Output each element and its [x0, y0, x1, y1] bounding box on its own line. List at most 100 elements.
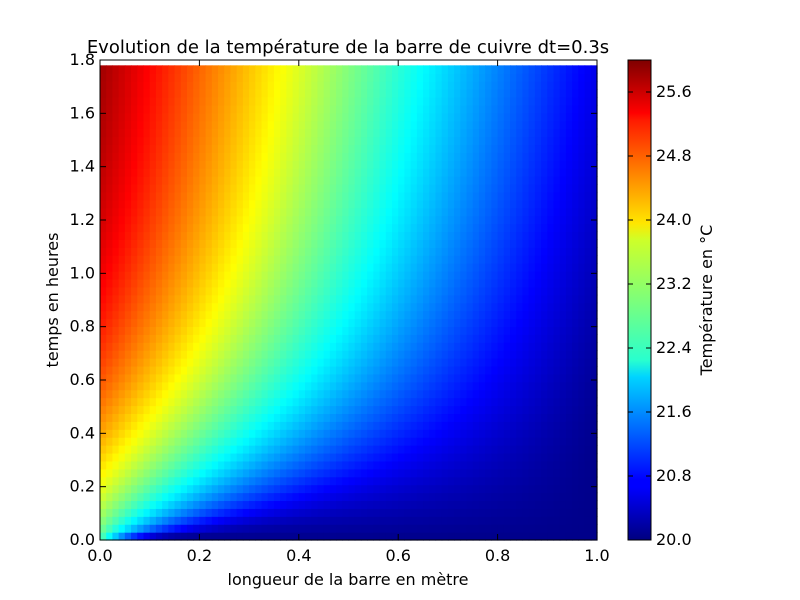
heatmap-cell	[317, 437, 325, 446]
heatmap-cell	[534, 484, 542, 494]
heatmap-cell	[404, 160, 412, 169]
heatmap-cell	[118, 231, 126, 240]
heatmap-cell	[528, 429, 536, 438]
heatmap-cell	[572, 73, 579, 82]
heatmap-cell	[429, 120, 437, 130]
heatmap-cell	[503, 191, 511, 201]
heatmap-cell	[398, 65, 406, 74]
heatmap-cell	[367, 413, 374, 422]
heatmap-cell	[112, 460, 120, 470]
heatmap-cell	[429, 476, 437, 486]
heatmap-cell	[497, 184, 505, 193]
heatmap-cell	[292, 421, 300, 430]
heatmap-cell	[354, 516, 362, 525]
heatmap-cell	[255, 231, 263, 240]
heatmap-cell	[112, 389, 120, 399]
heatmap-cell	[242, 286, 250, 296]
heatmap-cell	[199, 263, 207, 272]
heatmap-cell	[230, 445, 238, 454]
heatmap-cell	[106, 365, 114, 375]
heatmap-cell	[516, 207, 524, 217]
heatmap-cell	[534, 445, 542, 454]
heatmap-cell	[267, 81, 275, 90]
heatmap-cell	[522, 286, 530, 296]
heatmap-cell	[286, 120, 294, 130]
heatmap-cell	[162, 381, 169, 391]
heatmap-cell	[311, 358, 319, 367]
heatmap-cell	[559, 96, 567, 106]
heatmap-cell	[565, 405, 573, 415]
heatmap-cell	[478, 112, 486, 122]
heatmap-cell	[522, 492, 530, 502]
heatmap-cell	[572, 81, 579, 90]
heatmap-cell	[497, 334, 505, 343]
heatmap-cell	[534, 112, 542, 122]
heatmap-cell	[211, 255, 219, 264]
heatmap-cell	[423, 302, 430, 312]
heatmap-cell	[460, 476, 468, 486]
heatmap-cell	[211, 176, 219, 185]
heatmap-cell	[510, 500, 517, 509]
heatmap-cell	[267, 445, 275, 454]
heatmap-cell	[522, 247, 530, 256]
heatmap-cell	[137, 326, 145, 335]
heatmap-cell	[242, 334, 250, 343]
heatmap-cell	[211, 381, 219, 391]
heatmap-cell	[360, 373, 368, 383]
heatmap-cell	[379, 96, 387, 106]
heatmap-cell	[236, 144, 244, 153]
heatmap-cell	[149, 437, 157, 446]
heatmap-cell	[218, 191, 225, 201]
heatmap-cell	[373, 168, 381, 177]
heatmap-cell	[584, 128, 592, 138]
heatmap-cell	[298, 326, 306, 335]
heatmap-cell	[553, 492, 561, 502]
heatmap-cell	[249, 128, 256, 138]
heatmap-cell	[168, 199, 176, 209]
heatmap-cell	[348, 128, 356, 138]
heatmap-cell	[485, 500, 492, 509]
heatmap-cell	[472, 405, 480, 415]
heatmap-cell	[186, 120, 194, 130]
heatmap-cell	[441, 207, 449, 217]
heatmap-cell	[298, 294, 306, 304]
heatmap-cell	[336, 421, 343, 430]
heatmap-cell	[112, 508, 120, 517]
heatmap-cell	[460, 286, 468, 296]
heatmap-cell	[329, 73, 337, 82]
heatmap-cell	[534, 302, 542, 312]
heatmap-cell	[273, 476, 281, 486]
heatmap-cell	[516, 286, 524, 296]
heatmap-cell	[311, 184, 319, 193]
heatmap-cell	[572, 389, 579, 399]
heatmap-cell	[112, 89, 120, 98]
heatmap-cell	[311, 223, 319, 233]
heatmap-cell	[584, 460, 592, 470]
heatmap-cell	[168, 389, 176, 399]
heatmap-cell	[516, 231, 524, 240]
heatmap-cell	[547, 421, 555, 430]
heatmap-cell	[155, 350, 163, 359]
heatmap-cell	[280, 73, 287, 82]
heatmap-cell	[106, 397, 114, 407]
heatmap-cell	[305, 128, 312, 138]
heatmap-cell	[100, 160, 107, 169]
heatmap-cell	[354, 318, 362, 327]
heatmap-cell	[348, 223, 356, 233]
heatmap-cell	[404, 508, 412, 517]
heatmap-cell	[280, 389, 287, 399]
heatmap-cell	[578, 278, 586, 288]
heatmap-cell	[317, 176, 325, 185]
heatmap-cell	[137, 516, 145, 525]
heatmap-cell	[180, 168, 188, 177]
heatmap-cell	[186, 65, 194, 74]
heatmap-cell	[106, 286, 114, 296]
heatmap-cell	[503, 215, 511, 225]
heatmap-cell	[112, 302, 120, 312]
heatmap-cell	[472, 334, 480, 343]
heatmap-cell	[298, 476, 306, 486]
colorbar-label: Température en °C	[697, 225, 716, 377]
heatmap-cell	[230, 365, 238, 375]
heatmap-cell	[385, 342, 393, 351]
heatmap-cell	[155, 199, 163, 209]
